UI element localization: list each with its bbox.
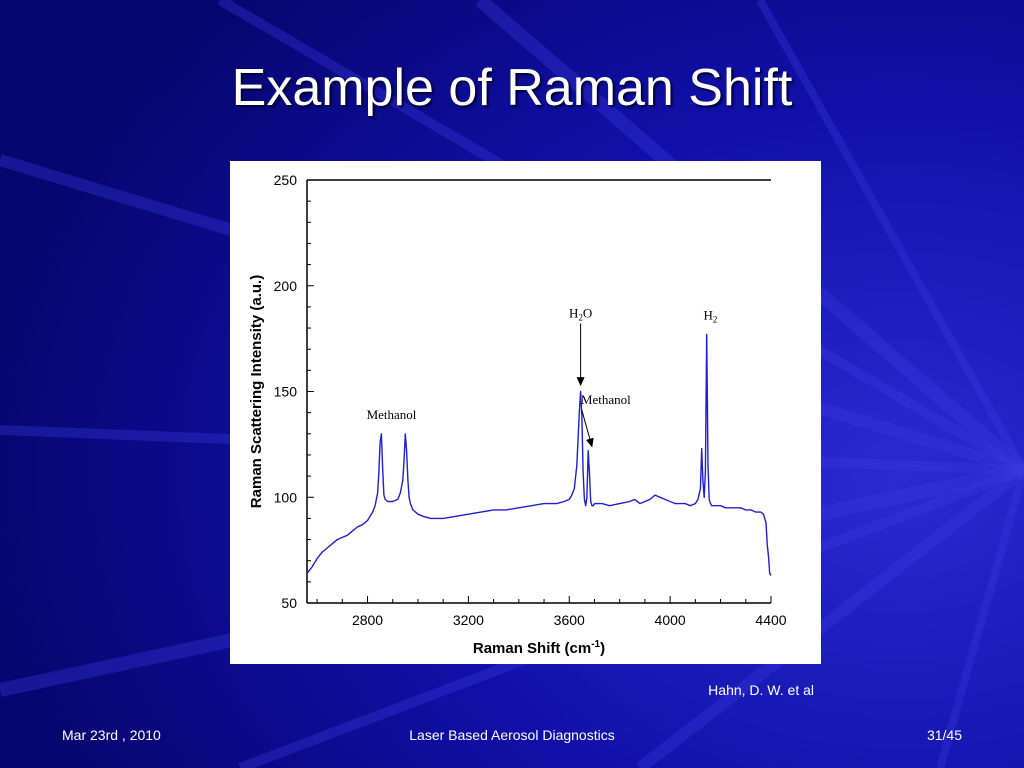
annotation-label: H2O [569,305,592,322]
y-tick-label: 150 [274,384,298,400]
annotation-label: H2 [704,308,718,325]
raman-spectrum-chart: 50 100 150 200 250 2800 3200 3600 4000 4400 Metha… [230,161,821,664]
annotations: Methanol H2O Methanol H2 [367,305,718,448]
annotation-label: Methanol [581,392,631,407]
axis-ticks: 50 100 150 200 250 2800 3200 3600 4000 4400 [274,172,787,628]
x-tick-label: 3600 [554,612,585,628]
y-tick-label: 100 [274,489,298,505]
citation: Hahn, D. W. et al [708,682,814,698]
annotation-label: Methanol [367,407,417,422]
axis-labels: Raman Shift (cm-1) Raman Scattering Inten… [248,275,605,657]
chart-svg: 50 100 150 200 250 2800 3200 3600 4000 4400 Metha… [248,172,787,657]
y-tick-label: 50 [281,595,297,611]
footer-title: Laser Based Aerosol Diagnostics [409,727,615,743]
y-tick-label: 250 [274,172,298,188]
x-tick-label: 4400 [755,612,786,628]
footer-date: Mar 23rd , 2010 [62,727,161,743]
x-tick-label: 4000 [655,612,686,628]
x-tick-label: 3200 [453,612,484,628]
x-axis-title: Raman Shift (cm-1) [473,639,605,657]
annotation-arrow [581,410,594,448]
x-tick-label: 2800 [352,612,383,628]
y-axis-title: Raman Scattering Intensity (a.u.) [248,275,265,508]
plot-frame [306,179,771,604]
slide-title: Example of Raman Shift [231,59,793,117]
spectrum-series [306,333,772,576]
spectrum-line [306,333,772,576]
y-tick-label: 200 [274,278,298,294]
page-number: 31/45 [926,727,962,743]
